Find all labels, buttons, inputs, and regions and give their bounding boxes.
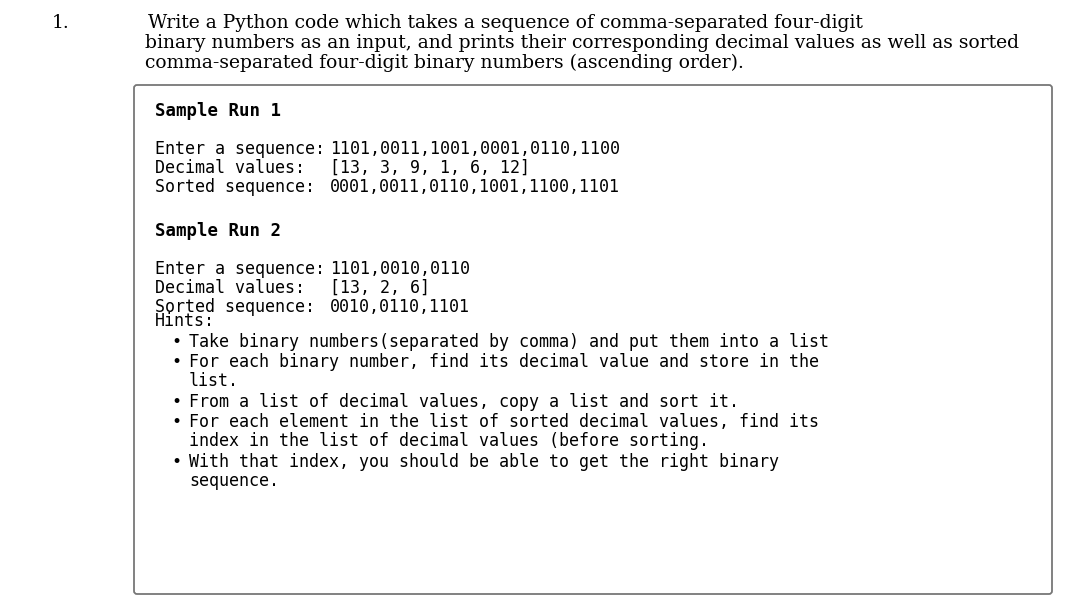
Text: For each binary number, find its decimal value and store in the: For each binary number, find its decimal… [189, 353, 819, 371]
Text: 0010,0110,1101: 0010,0110,1101 [330, 298, 470, 316]
Text: Enter a sequence:: Enter a sequence: [155, 260, 334, 278]
Text: For each element in the list of sorted decimal values, find its: For each element in the list of sorted d… [189, 413, 819, 431]
Text: With that index, you should be able to get the right binary: With that index, you should be able to g… [189, 453, 779, 471]
Text: •: • [170, 453, 181, 471]
Text: Enter a sequence:: Enter a sequence: [155, 140, 334, 158]
Text: 1101,0011,1001,0001,0110,1100: 1101,0011,1001,0001,0110,1100 [330, 140, 620, 158]
Text: Sorted sequence:: Sorted sequence: [155, 178, 334, 196]
Text: Take binary numbers(separated by comma) and put them into a list: Take binary numbers(separated by comma) … [189, 333, 829, 351]
Text: •: • [170, 353, 181, 371]
Text: Sample Run 1: Sample Run 1 [155, 102, 281, 120]
Text: binary numbers as an input, and prints their corresponding decimal values as wel: binary numbers as an input, and prints t… [145, 34, 1019, 52]
FancyBboxPatch shape [134, 85, 1052, 594]
Text: Hints:: Hints: [155, 312, 215, 330]
Text: •: • [170, 413, 181, 431]
Text: •: • [170, 393, 181, 411]
Text: [13, 3, 9, 1, 6, 12]: [13, 3, 9, 1, 6, 12] [330, 159, 530, 177]
Text: Sorted sequence:: Sorted sequence: [155, 298, 334, 316]
Text: sequence.: sequence. [189, 472, 279, 490]
Text: list.: list. [189, 372, 240, 390]
Text: 1101,0010,0110: 1101,0010,0110 [330, 260, 470, 278]
Text: From a list of decimal values, copy a list and sort it.: From a list of decimal values, copy a li… [189, 393, 739, 411]
Text: index in the list of decimal values (before sorting.: index in the list of decimal values (bef… [189, 432, 709, 450]
Text: [13, 2, 6]: [13, 2, 6] [330, 279, 431, 297]
Text: 1.: 1. [52, 14, 70, 32]
Text: Decimal values:: Decimal values: [155, 159, 334, 177]
Text: Sample Run 2: Sample Run 2 [155, 222, 281, 240]
Text: Decimal values:: Decimal values: [155, 279, 334, 297]
Text: •: • [170, 333, 181, 351]
Text: Write a Python code which takes a sequence of comma-separated four-digit: Write a Python code which takes a sequen… [148, 14, 863, 32]
Text: 0001,0011,0110,1001,1100,1101: 0001,0011,0110,1001,1100,1101 [330, 178, 620, 196]
Text: comma-separated four-digit binary numbers (ascending order).: comma-separated four-digit binary number… [145, 54, 743, 72]
